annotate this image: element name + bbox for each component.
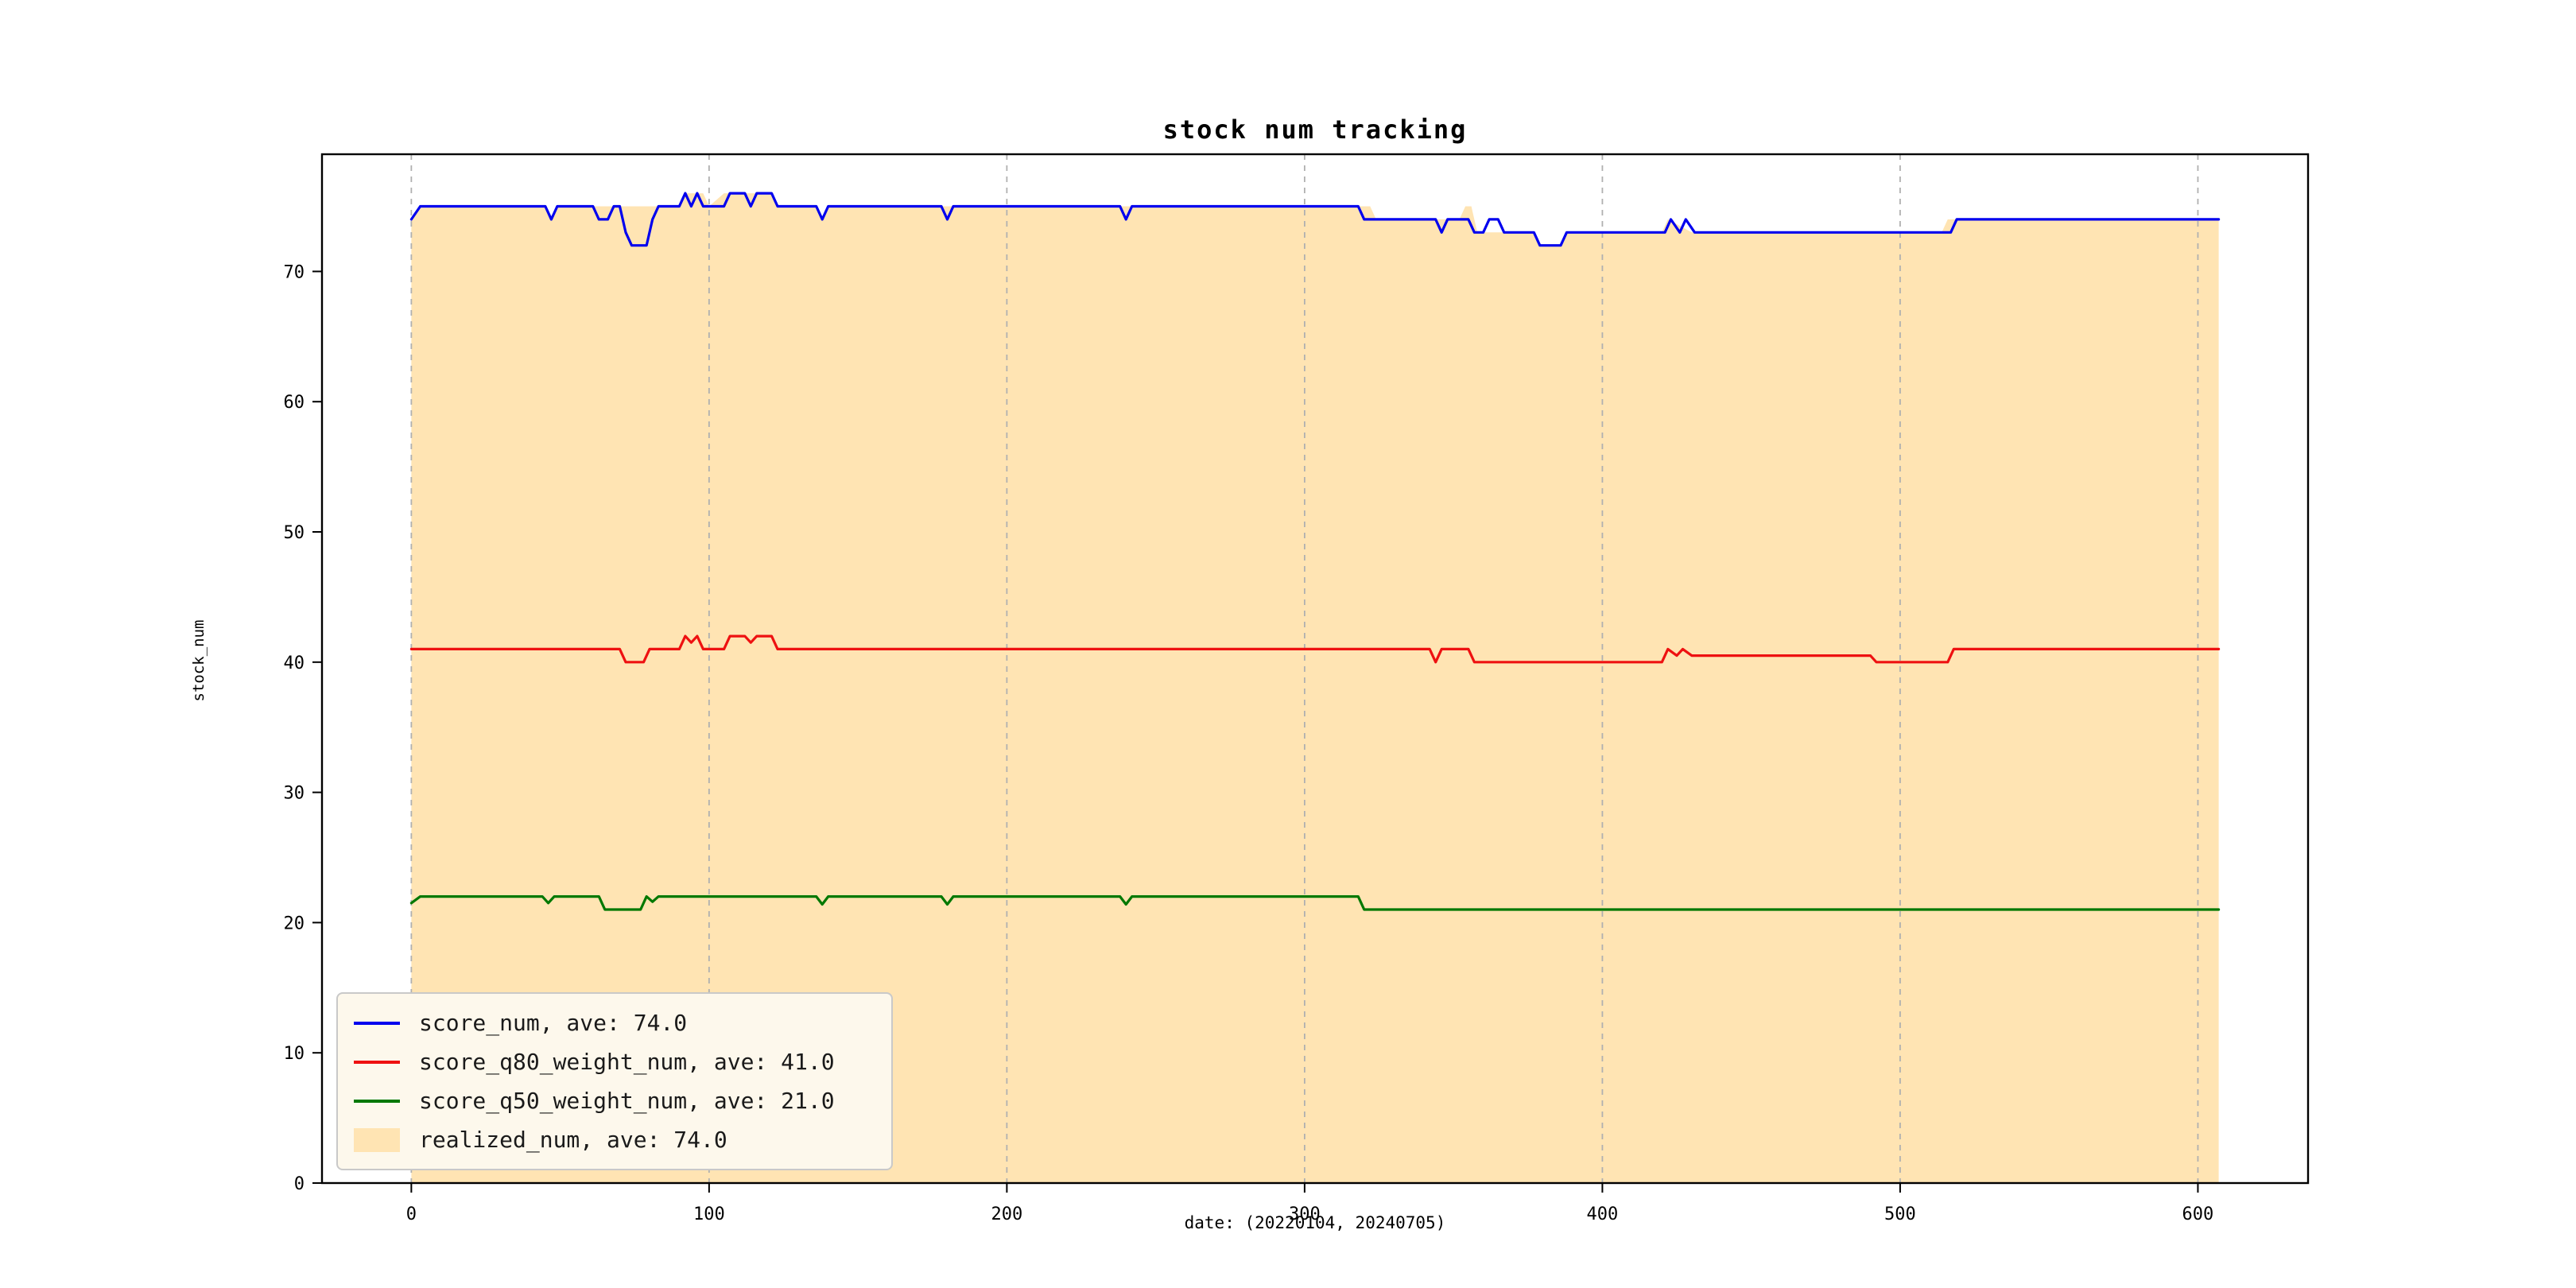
legend-line-swatch-green — [354, 1099, 400, 1103]
series-line-2 — [409, 895, 2221, 911]
legend-patch-swatch-orange — [354, 1127, 400, 1152]
y-tick-label: 60 — [284, 393, 305, 413]
x-tick-label: 400 — [1587, 1205, 1619, 1224]
y-tick-label: 50 — [284, 523, 305, 543]
x-tick-label: 200 — [991, 1205, 1023, 1224]
legend-item-realized-num: realized_num, ave: 74.0 — [354, 1127, 864, 1153]
series-line-1 — [409, 634, 2221, 664]
chart-title: stock num tracking — [1162, 114, 1468, 145]
y-tick-label: 0 — [294, 1174, 305, 1194]
y-tick-label: 10 — [284, 1044, 305, 1064]
area-realized-num — [411, 193, 2219, 1184]
legend-line-swatch-red — [354, 1060, 400, 1064]
legend-item-score-num: score_num, ave: 74.0 — [354, 1010, 864, 1036]
legend-item-score-q50-weight-num: score_q50_weight_num, ave: 21.0 — [354, 1088, 864, 1114]
y-axis-label: stock_num — [190, 619, 208, 702]
legend-label: realized_num, ave: 74.0 — [419, 1127, 727, 1153]
x-tick-label: 0 — [406, 1205, 417, 1224]
y-tick-label: 70 — [284, 262, 305, 282]
x-tick-label: 100 — [693, 1205, 725, 1224]
plot-frame — [320, 153, 2310, 1185]
y-tick-label: 30 — [284, 784, 305, 804]
y-tick-label: 40 — [284, 654, 305, 673]
series-line-0 — [409, 192, 2221, 247]
legend-label: score_num, ave: 74.0 — [419, 1010, 688, 1036]
x-tick-label: 500 — [1884, 1205, 1916, 1224]
x-tick-label: 300 — [1289, 1205, 1321, 1224]
y-tick-label: 20 — [284, 914, 305, 933]
legend-line-swatch-blue — [354, 1021, 400, 1025]
legend-item-score-q80-weight-num: score_q80_weight_num, ave: 41.0 — [354, 1049, 864, 1075]
legend-label: score_q80_weight_num, ave: 41.0 — [419, 1049, 835, 1075]
legend: score_num, ave: 74.0 score_q80_weight_nu… — [336, 992, 893, 1170]
x-axis-label: date: (20220104, 20240705) — [1184, 1213, 1446, 1232]
x-tick-label: 600 — [2182, 1205, 2214, 1224]
legend-label: score_q50_weight_num, ave: 21.0 — [419, 1088, 835, 1114]
